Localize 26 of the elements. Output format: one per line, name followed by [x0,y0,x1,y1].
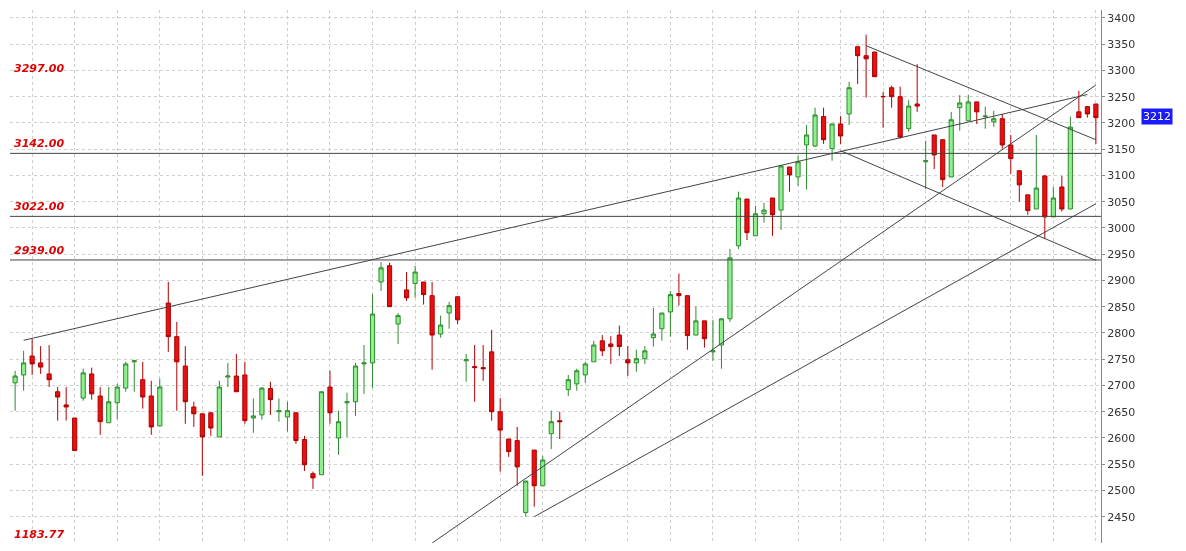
y-tick-label: 2900 [1107,274,1136,288]
y-tick-label: 2850 [1107,300,1136,314]
y-tick-label: 2500 [1107,484,1136,498]
y-tick-label: 3150 [1107,143,1136,157]
y-tick-label: 3200 [1107,116,1136,130]
y-tick-label: 2550 [1107,458,1136,472]
y-tick-label: 3100 [1107,169,1136,183]
y-tick-label: 2800 [1107,326,1136,340]
y-tick-label: 2950 [1107,248,1136,262]
y-tick-label: 3000 [1107,221,1136,235]
y-tick-label: 3400 [1107,11,1136,25]
annotation: 3297.00 [14,62,65,75]
y-tick-label: 3250 [1107,90,1136,104]
y-tick-label: 3050 [1107,195,1136,209]
y-tick-label: 2650 [1107,405,1136,419]
y-tick-label: 2450 [1107,510,1136,524]
ref-line-label: 2939.00 [14,244,65,257]
y-tick-label: 3350 [1107,37,1136,51]
y-tick-label: 2600 [1107,431,1136,445]
ref-line-label: 3022.00 [14,200,65,213]
y-tick-label: 2700 [1107,379,1136,393]
y-tick-label: 2750 [1107,353,1136,367]
y-tick-label: 3300 [1107,64,1136,78]
text: 3212 [1143,110,1171,123]
ref-line-label: 3142.00 [14,137,65,150]
annotation: 1183.77 [14,528,65,541]
